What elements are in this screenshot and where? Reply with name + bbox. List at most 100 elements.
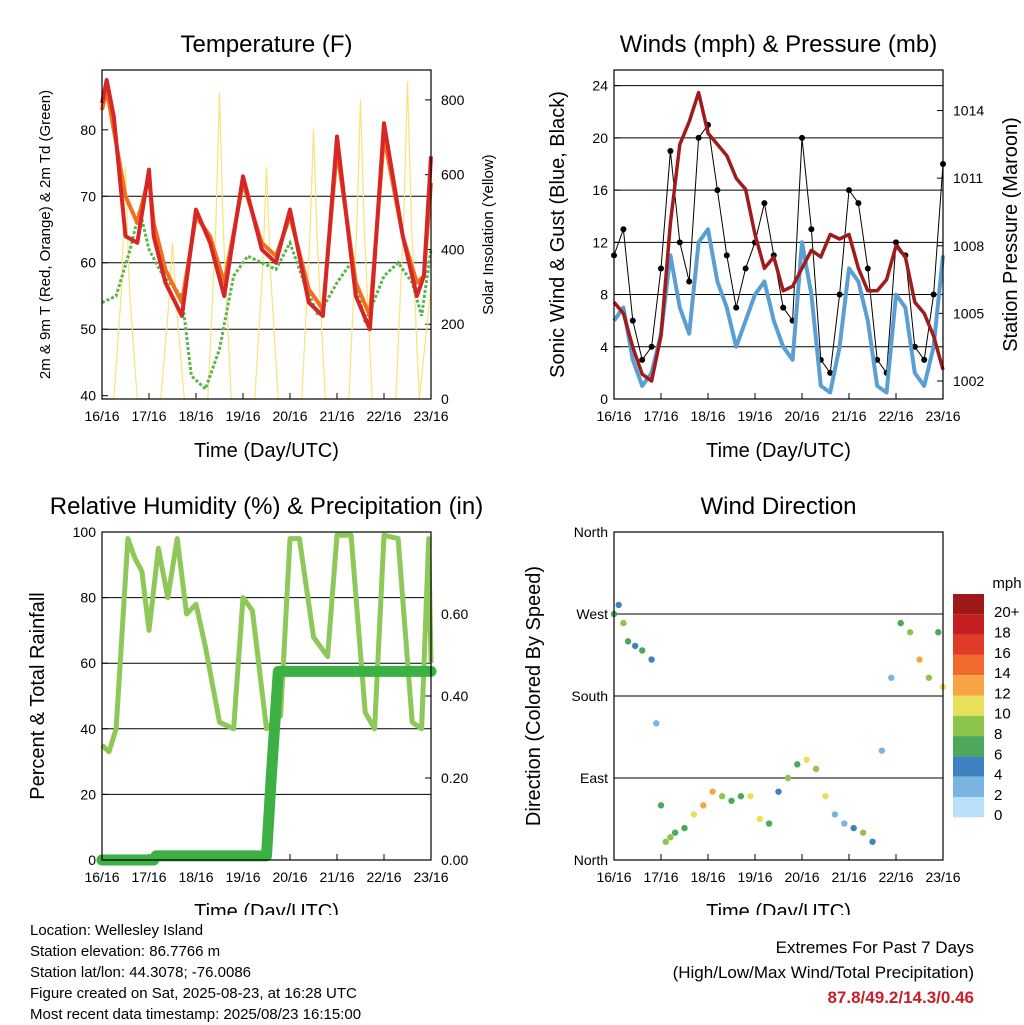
y-axis-label: Percent & Total Rainfall — [27, 592, 49, 800]
plot-border — [613, 69, 944, 400]
x-tick-label: 17/16 — [643, 408, 678, 424]
direction-point — [850, 824, 857, 832]
y-tick-label: 70 — [80, 188, 96, 204]
humidity-panel: Relative Humidity (%) & Precipitation (i… — [27, 493, 483, 915]
chart-title: Temperature (F) — [180, 31, 352, 58]
x-tick-label: 18/16 — [178, 869, 213, 885]
y2-tick-label: 1005 — [953, 305, 984, 321]
gust-point — [864, 265, 871, 272]
legend-label: 6 — [994, 746, 1002, 763]
y2-tick-label: 0.20 — [441, 770, 468, 786]
extremes-values: 87.8/49.2/14.3/0.46 — [827, 988, 974, 1007]
x-tick-label: 16/16 — [596, 408, 631, 424]
x-tick-label: 23/16 — [925, 408, 960, 424]
direction-point — [681, 824, 688, 832]
direction-point — [728, 797, 735, 804]
gust-point — [629, 317, 636, 324]
direction-point — [756, 815, 763, 823]
direction-point — [775, 788, 782, 795]
legend-title: mph — [992, 575, 1021, 592]
y-tick-label: 20 — [80, 786, 96, 802]
legend-label: 16 — [994, 645, 1011, 662]
y-tick-label: 20 — [592, 130, 608, 146]
x-tick-label: 18/16 — [690, 408, 725, 424]
y-axis-label: 2m & 9m T (Red, Orange) & 2m Td (Green) — [37, 90, 54, 379]
gust-point — [911, 343, 918, 350]
direction-point — [648, 656, 655, 663]
direction-point — [906, 629, 914, 636]
legend-label: 8 — [994, 726, 1002, 743]
y-tick-label: 8 — [600, 287, 608, 303]
legend-label: 12 — [994, 685, 1011, 702]
gust-point — [827, 369, 834, 376]
x-tick-label: 21/16 — [319, 408, 354, 424]
gust-point — [808, 226, 815, 233]
legend-swatch — [953, 797, 984, 818]
x-tick-label: 21/16 — [831, 408, 866, 424]
station-latlon: Station lat/lon: 44.3078; -76.0086 — [30, 964, 252, 981]
direction-point — [841, 820, 848, 827]
y-tick-label: 60 — [80, 655, 96, 671]
x-tick-label: 17/16 — [131, 869, 166, 885]
gust-point — [620, 226, 627, 233]
chart-title: Relative Humidity (%) & Precipitation (i… — [50, 493, 483, 520]
y2-tick-label: 600 — [441, 167, 465, 183]
direction-point — [620, 619, 627, 627]
chart-title: Wind Direction — [700, 493, 856, 520]
x-tick-label: 22/16 — [878, 408, 913, 424]
temp-2m-series — [100, 78, 433, 332]
y2-tick-label: 1002 — [953, 373, 984, 389]
gust-point — [714, 187, 721, 194]
station-location: Location: Wellesley Island — [30, 922, 204, 939]
legend-label: 14 — [994, 665, 1011, 682]
y2-axis-label: Station Pressure (Maroon) — [1000, 117, 1022, 352]
x-tick-label: 19/16 — [737, 408, 772, 424]
legend-swatch — [953, 776, 984, 797]
x-tick-label: 22/16 — [366, 869, 401, 885]
direction-point — [631, 642, 639, 650]
extremes-subtitle: (High/Low/Max Wind/Total Precipitation) — [672, 963, 974, 982]
x-tick-label: 20/16 — [784, 408, 819, 424]
y-tick-label: 50 — [80, 321, 96, 337]
y-tick-label: West — [576, 606, 608, 622]
direction-point — [916, 656, 923, 663]
y-tick-label: 0 — [88, 852, 96, 868]
direction-point — [639, 647, 646, 654]
direction-point — [869, 838, 876, 845]
legend-swatch — [953, 715, 984, 737]
direction-point — [657, 802, 665, 809]
wind-direction-panel: Wind DirectionNorthEastSouthWestNorth16/… — [523, 493, 1022, 915]
y-axis-label: Sonic Wind & Gust (Blue, Black) — [547, 91, 569, 378]
y-tick-label: 24 — [592, 78, 608, 94]
y2-tick-label: 0.60 — [441, 606, 468, 622]
legend-swatch — [953, 594, 984, 615]
legend-swatch — [953, 736, 984, 757]
gust-point — [723, 252, 730, 259]
y-tick-label: 80 — [80, 590, 96, 606]
plot-border — [101, 531, 432, 861]
sonic-series — [612, 227, 945, 395]
x-axis-label: Time (Day/UTC) — [194, 901, 339, 915]
x-tick-label: 20/16 — [272, 869, 307, 885]
temperature-panel: Temperature (F)4050607080020040060080016… — [37, 31, 497, 462]
direction-point — [859, 829, 867, 836]
gust-point — [648, 343, 655, 350]
direction-point — [615, 601, 622, 609]
y-tick-label: 4 — [600, 339, 608, 355]
plot-border — [613, 531, 944, 861]
y-tick-label: North — [574, 852, 608, 868]
gust-point — [846, 187, 852, 194]
gust-point — [780, 304, 787, 311]
station-elevation: Station elevation: 86.7766 m — [30, 943, 221, 960]
x-tick-label: 16/16 — [84, 408, 119, 424]
y2-axis-label: Solar Insolation (Yellow) — [480, 154, 497, 314]
direction-point — [671, 829, 679, 836]
legend-label: 18 — [994, 624, 1011, 641]
gust-line — [613, 123, 944, 375]
gust-point — [893, 239, 899, 246]
x-tick-label: 22/16 — [366, 408, 401, 424]
x-tick-label: 18/16 — [690, 869, 725, 885]
x-tick-label: 22/16 — [878, 869, 913, 885]
gust-point — [836, 291, 843, 298]
speed-legend: mph 20+ 18 16 14 12 10 8 6 4 2 0 — [953, 575, 1022, 824]
